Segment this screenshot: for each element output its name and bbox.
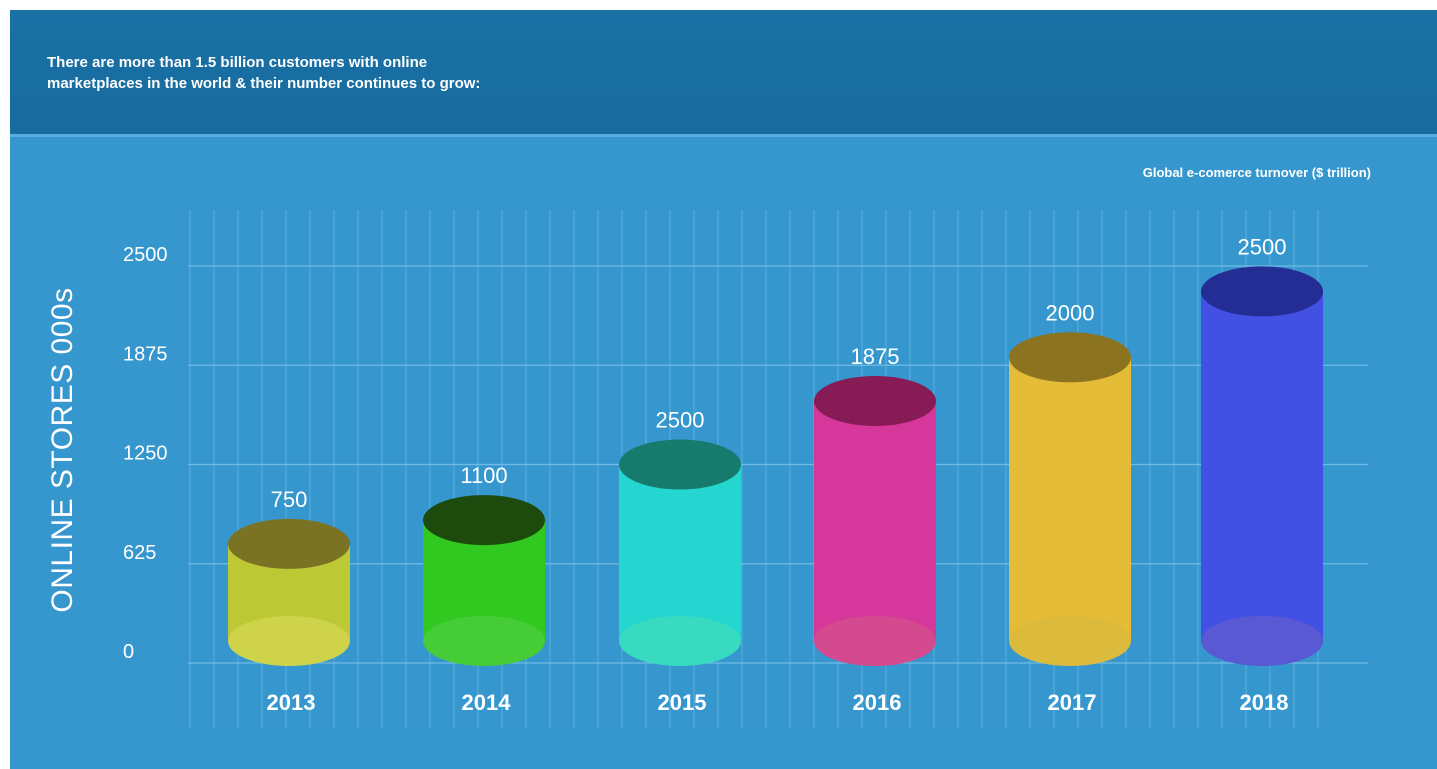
x-tick-label-2015: 2015	[658, 690, 707, 715]
bar-base-2017	[1009, 616, 1131, 666]
bar-top-2015	[619, 439, 741, 490]
x-tick-label-2016: 2016	[853, 690, 902, 715]
y-tick-label: 1875	[123, 343, 168, 365]
data-label-2013: 750	[271, 487, 308, 512]
x-tick-label-2013: 2013	[267, 690, 316, 715]
y-tick-label: 0	[123, 641, 134, 663]
data-label-2014: 1100	[460, 463, 507, 488]
header-banner: There are more than 1.5 billion customer…	[10, 10, 1437, 134]
y-tick-label: 2500	[123, 244, 168, 266]
x-tick-label-2018: 2018	[1240, 690, 1289, 715]
data-label-2016: 1875	[851, 344, 900, 369]
bar-top-2013	[228, 518, 350, 569]
x-tick-label-2017: 2017	[1048, 690, 1097, 715]
bar-top-2018	[1201, 266, 1323, 317]
bar-2018	[1201, 291, 1323, 641]
y-tick-label: 625	[123, 542, 156, 564]
panel-divider	[10, 134, 1437, 137]
header-line-2: marketplaces in the world & their number…	[47, 75, 481, 92]
bar-base-2018	[1201, 616, 1323, 666]
header-text: There are more than 1.5 billion customer…	[47, 52, 607, 94]
bar-2016	[814, 400, 936, 641]
bar-base-2014	[423, 616, 545, 666]
bar-2015	[619, 464, 741, 641]
x-tick-label-2014: 2014	[462, 690, 512, 715]
bar-base-2015	[619, 616, 741, 666]
bar-top-2017	[1009, 332, 1131, 383]
chart-subtitle: Global e-comerce turnover ($ trillion)	[1142, 165, 1371, 180]
bar-base-2016	[814, 616, 936, 666]
data-label-2017: 2000	[1046, 300, 1095, 325]
data-label-2015: 2500	[656, 408, 705, 433]
header-line-1: There are more than 1.5 billion customer…	[47, 54, 428, 71]
bar-base-2013	[228, 616, 350, 666]
bar-2017	[1009, 357, 1131, 641]
data-label-2018: 2500	[1238, 234, 1287, 259]
y-tick-label: 1250	[123, 443, 168, 465]
bar-top-2014	[423, 495, 545, 546]
bar-top-2016	[814, 375, 936, 426]
